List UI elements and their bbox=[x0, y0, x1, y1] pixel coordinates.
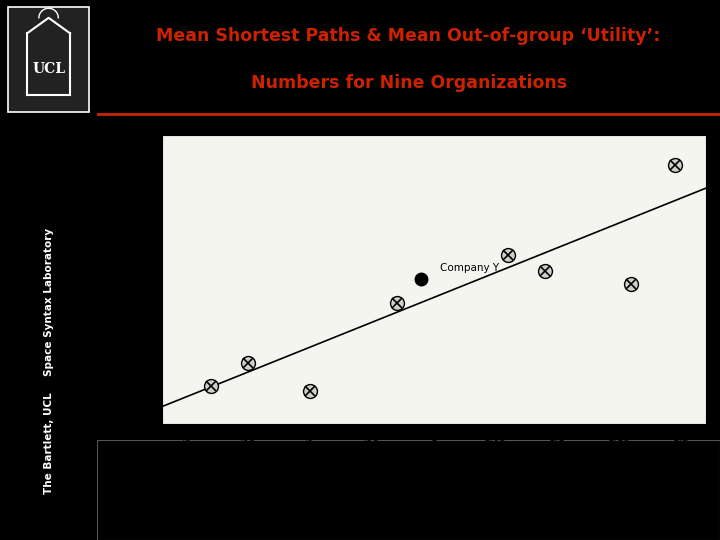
Text: The mean usefulness of staff outside their work group for
Company Y and the mean: The mean usefulness of staff outside the… bbox=[107, 447, 454, 500]
Text: Mean Shortest Paths & Mean Out-of-group ‘Utility’:: Mean Shortest Paths & Mean Out-of-group … bbox=[156, 26, 661, 45]
Text: Numbers for Nine Organizations: Numbers for Nine Organizations bbox=[251, 74, 567, 92]
Bar bbox=[8, 7, 89, 112]
Text: Company Y: Company Y bbox=[440, 263, 499, 273]
Text: The Bartlett, UCL: The Bartlett, UCL bbox=[44, 392, 53, 494]
Text: UCL: UCL bbox=[32, 62, 65, 76]
X-axis label: global integration: global integration bbox=[381, 447, 487, 460]
Title: y = 4.637x – 6.805, R-squared: .78: y = 4.637x – 6.805, R-squared: .78 bbox=[331, 118, 536, 131]
Y-axis label: μ don't work with, useful/knowr: μ don't work with, useful/knowr bbox=[112, 197, 122, 362]
Text: Space Syntax Laboratory: Space Syntax Laboratory bbox=[44, 228, 53, 376]
